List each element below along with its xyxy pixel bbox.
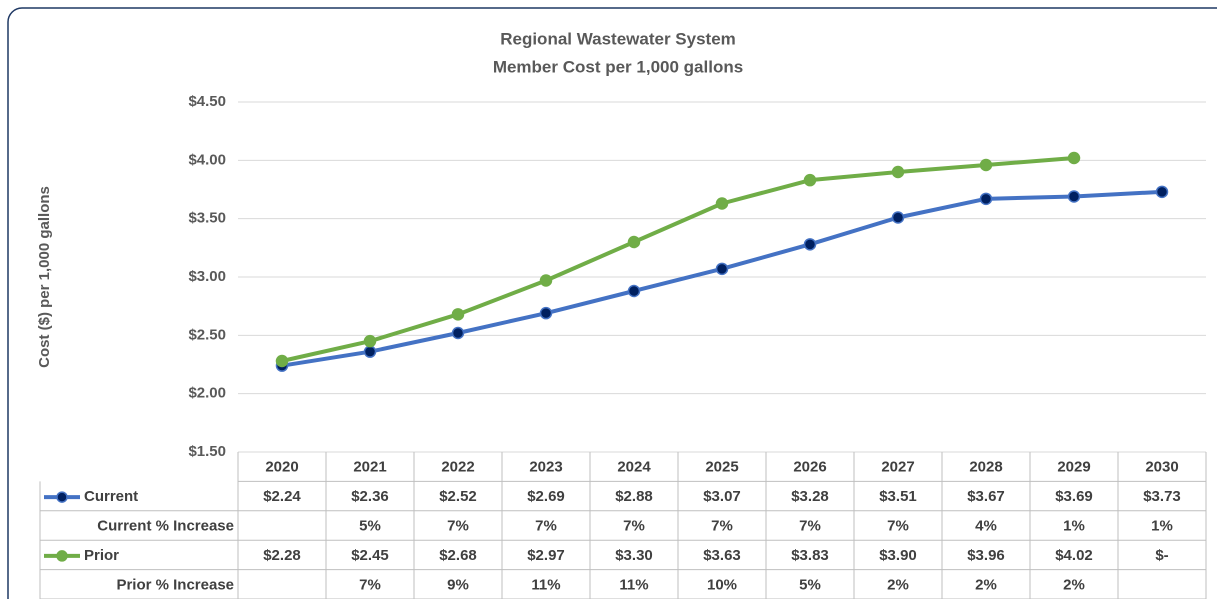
y-tick-label: $3.00 <box>188 268 226 285</box>
legend-marker <box>56 550 68 562</box>
table-cell: 7% <box>535 517 557 534</box>
point <box>1155 185 1169 199</box>
y-tick-label: $2.00 <box>188 385 226 402</box>
table-cell: 7% <box>887 517 909 534</box>
x-tick-label: 2029 <box>1057 459 1090 476</box>
legend-label: Current <box>84 488 138 505</box>
row-label: Prior % Increase <box>116 576 234 593</box>
table-cell: $3.69 <box>1055 488 1093 505</box>
point <box>627 284 641 298</box>
table-cell: 11% <box>619 576 648 593</box>
point <box>627 235 641 249</box>
point <box>539 274 553 287</box>
y-tick-label: $1.50 <box>188 443 226 460</box>
point <box>891 211 905 224</box>
table-cell: 1% <box>1063 517 1085 534</box>
table-cell: 4% <box>975 517 997 534</box>
point <box>891 165 905 179</box>
x-tick-label: 2024 <box>617 459 651 476</box>
chart-title: Member Cost per 1,000 gallons <box>493 57 743 76</box>
table-cell: 7% <box>447 517 469 534</box>
y-tick-label: $2.50 <box>188 326 226 343</box>
table-cell: $3.51 <box>879 488 917 505</box>
table-cell: 2% <box>975 576 997 593</box>
x-tick-label: 2020 <box>265 459 298 476</box>
table-cell: $2.24 <box>263 488 301 505</box>
x-tick-label: 2022 <box>441 459 474 476</box>
table-cell: 1% <box>1151 517 1173 534</box>
table-cell: 7% <box>711 517 733 534</box>
table-cell: 5% <box>359 517 381 534</box>
table-cell: 7% <box>799 517 821 534</box>
table-cell: 7% <box>359 576 381 593</box>
table-cell: 11% <box>531 576 560 593</box>
table-cell: $2.52 <box>439 488 477 505</box>
point <box>275 354 289 368</box>
legend-label: Prior <box>84 547 119 564</box>
x-tick-label: 2028 <box>969 459 1002 476</box>
point <box>363 334 377 348</box>
x-tick-label: 2023 <box>529 459 562 476</box>
table-cell: 2% <box>887 576 909 593</box>
y-tick-label: $4.00 <box>188 151 226 168</box>
table-cell: $2.97 <box>527 547 565 564</box>
point <box>979 192 993 206</box>
table-cell: 2% <box>1063 576 1085 593</box>
point <box>539 306 553 320</box>
table-cell: $2.45 <box>351 547 389 564</box>
table-cell: $3.83 <box>791 547 829 564</box>
x-tick-label: 2027 <box>881 459 914 476</box>
table-cell: $3.28 <box>791 488 829 505</box>
point <box>715 197 729 210</box>
row-label: Current % Increase <box>97 517 234 534</box>
point <box>715 262 729 276</box>
table-cell: 7% <box>623 517 645 534</box>
x-tick-label: 2025 <box>705 459 738 476</box>
table-cell: 9% <box>447 576 469 593</box>
y-tick-label: $3.50 <box>188 210 226 227</box>
table-cell: $4.02 <box>1055 547 1093 564</box>
table-cell: $2.69 <box>527 488 565 505</box>
x-tick-label: 2026 <box>793 459 826 476</box>
table-cell: $2.68 <box>439 547 477 564</box>
x-tick-label: 2030 <box>1145 459 1178 476</box>
point <box>451 326 465 340</box>
frame <box>7 7 1217 599</box>
y-tick-label: $4.50 <box>188 93 226 110</box>
legend-marker <box>56 491 68 503</box>
chart-title: Regional Wastewater System <box>500 29 736 48</box>
table-cell: $3.30 <box>615 547 653 564</box>
table-cell: $3.67 <box>967 488 1005 505</box>
table-cell: 5% <box>799 576 821 593</box>
x-tick-label: 2021 <box>353 459 386 476</box>
series-line <box>281 156 1075 363</box>
table-cell: $3.96 <box>967 547 1005 564</box>
table-cell: $2.88 <box>615 488 653 505</box>
table-cell: 10% <box>707 576 737 593</box>
point <box>1067 190 1081 203</box>
point <box>451 308 465 321</box>
table-cell: $2.28 <box>263 547 301 564</box>
point <box>803 173 817 187</box>
y-axis-label: Cost ($) per 1,000 gallons <box>36 186 53 368</box>
table-cell: $2.36 <box>351 488 389 505</box>
point <box>363 345 377 358</box>
table-cell: $3.63 <box>703 547 741 564</box>
table-cell: $- <box>1155 547 1168 564</box>
point <box>803 238 817 251</box>
table-cell: $3.07 <box>703 488 741 505</box>
table-cell: $3.73 <box>1143 488 1181 505</box>
point <box>979 158 993 172</box>
table-cell: $3.90 <box>879 547 917 564</box>
point <box>1067 151 1081 165</box>
